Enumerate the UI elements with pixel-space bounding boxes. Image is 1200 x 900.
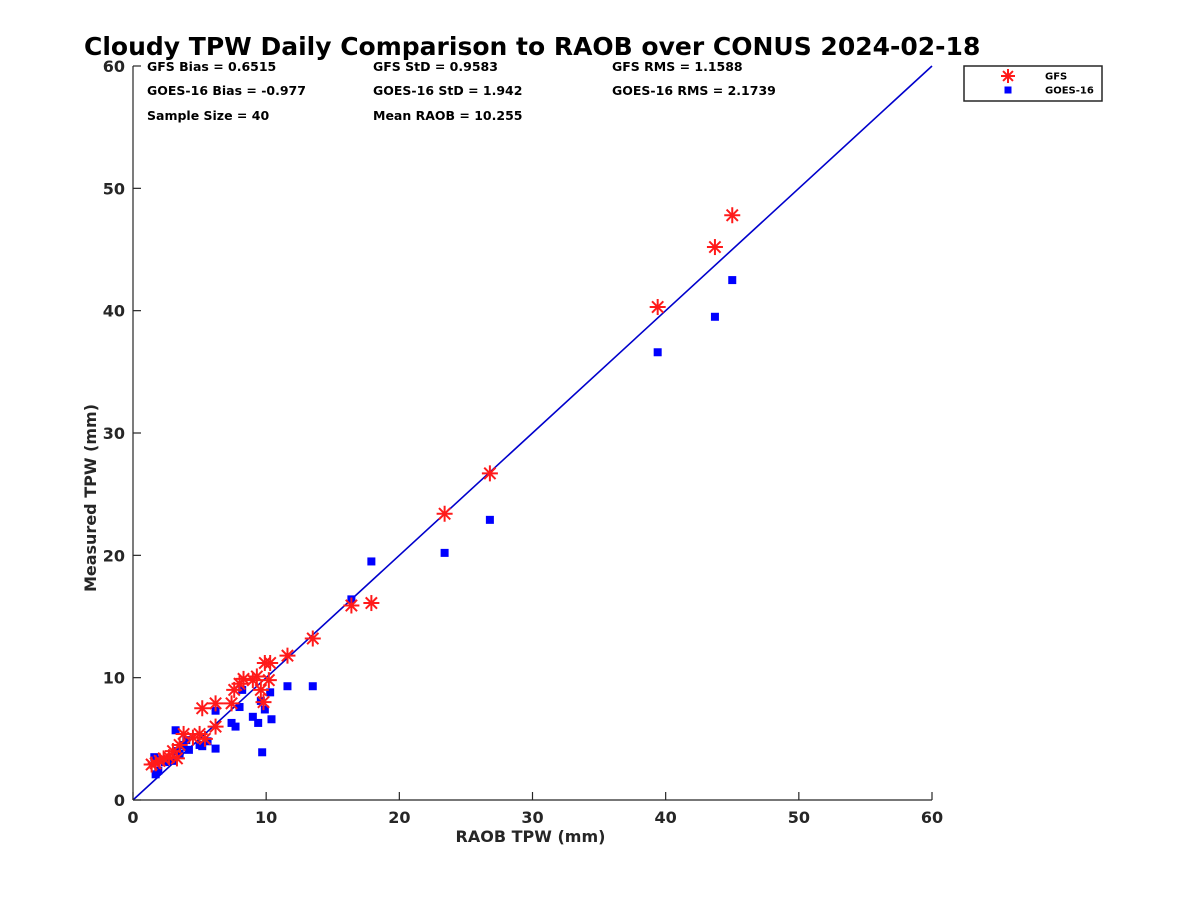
data-point-goes16: [235, 703, 244, 712]
data-point-goes16: [266, 688, 275, 697]
stat-text: GOES-16 Bias = -0.977: [147, 83, 306, 98]
data-point-goes16: [485, 515, 494, 524]
data-point-goes16: [728, 276, 737, 285]
stat-text: GFS Bias = 0.6515: [147, 59, 276, 74]
legend: GFS GOES-16: [963, 65, 1103, 102]
y-tick-label: 60: [103, 57, 125, 76]
x-tick-label: 60: [921, 808, 943, 827]
data-point-gfs: [724, 207, 741, 224]
data-point-goes16: [653, 348, 662, 357]
y-tick-label: 30: [103, 424, 125, 443]
x-tick-label: 40: [655, 808, 677, 827]
y-tick-label: 10: [103, 669, 125, 688]
x-tick-label: 10: [255, 808, 277, 827]
data-point-gfs: [248, 668, 265, 685]
data-point-gfs: [260, 672, 277, 689]
data-point-goes16: [283, 682, 292, 691]
y-axis-ticks: 0 10 20 30 40 50 60: [103, 57, 141, 810]
data-point-goes16: [171, 726, 180, 735]
data-point-gfs: [168, 750, 185, 767]
y-tick-label: 20: [103, 546, 125, 565]
y-tick-label: 0: [114, 791, 125, 810]
legend-marker-gfs: [1001, 69, 1015, 83]
data-point-gfs: [207, 718, 224, 735]
data-point-goes16: [184, 745, 193, 754]
data-point-goes16: [182, 736, 191, 745]
data-point-gfs: [207, 695, 224, 712]
series-gfs: [143, 207, 741, 773]
stat-text: Mean RAOB = 10.255: [373, 108, 522, 123]
data-point-gfs: [252, 681, 269, 698]
data-point-gfs: [235, 670, 252, 687]
data-point-gfs: [304, 630, 321, 647]
data-point-gfs: [194, 700, 211, 717]
data-point-goes16: [308, 682, 317, 691]
data-point-goes16: [248, 712, 257, 721]
stat-text: GFS RMS = 1.1588: [612, 59, 743, 74]
data-point-gfs: [196, 730, 213, 747]
data-point-gfs: [649, 298, 666, 315]
x-tick-label: 0: [127, 808, 138, 827]
legend-box: [963, 65, 1103, 102]
data-point-gfs: [706, 239, 723, 256]
data-point-goes16: [198, 742, 207, 751]
y-axis-label: Measured TPW (mm): [81, 404, 100, 592]
data-point-goes16: [175, 749, 184, 758]
legend-marker-goes16: [1004, 86, 1012, 94]
data-point-gfs: [171, 736, 188, 753]
data-point-gfs: [363, 595, 380, 612]
data-point-goes16: [154, 766, 163, 775]
y-tick-label: 40: [103, 302, 125, 321]
data-point-gfs: [343, 597, 360, 614]
data-point-gfs: [436, 505, 453, 522]
data-point-goes16: [231, 722, 240, 731]
data-point-goes16: [260, 705, 269, 714]
legend-label: GOES-16: [1045, 86, 1094, 97]
x-axis-label: RAOB TPW (mm): [456, 827, 606, 846]
data-point-goes16: [258, 748, 267, 757]
data-point-gfs: [262, 654, 279, 671]
data-point-goes16: [710, 312, 719, 321]
data-point-goes16: [440, 548, 449, 557]
x-tick-label: 30: [521, 808, 543, 827]
data-point-goes16: [256, 696, 265, 705]
data-point-goes16: [267, 715, 276, 724]
data-point-gfs: [279, 647, 296, 664]
chart-title: Cloudy TPW Daily Comparison to RAOB over…: [84, 32, 980, 61]
legend-label: GFS: [1045, 72, 1067, 83]
data-point-goes16: [254, 718, 263, 727]
y-tick-label: 50: [103, 179, 125, 198]
data-point-goes16: [367, 557, 376, 566]
x-tick-label: 50: [788, 808, 810, 827]
axes: 0 10 20 30 40 50 60 0 10 20 30 40 50 60: [103, 57, 943, 827]
data-point-gfs: [255, 694, 272, 711]
stat-text: Sample Size = 40: [147, 108, 269, 123]
stat-text: GOES-16 StD = 1.942: [373, 83, 522, 98]
data-point-gfs: [481, 465, 498, 482]
data-point-gfs: [223, 695, 240, 712]
stat-text: GFS StD = 0.9583: [373, 59, 498, 74]
x-axis-ticks: 0 10 20 30 40 50 60: [127, 792, 943, 827]
data-marks: [143, 207, 741, 779]
x-tick-label: 20: [388, 808, 410, 827]
stats-panel: GFS Bias = 0.6515 GFS StD = 0.9583 GFS RMS…: [147, 59, 776, 123]
data-point-goes16: [150, 753, 159, 762]
stat-text: GOES-16 RMS = 2.1739: [612, 83, 776, 98]
data-point-goes16: [211, 744, 220, 753]
